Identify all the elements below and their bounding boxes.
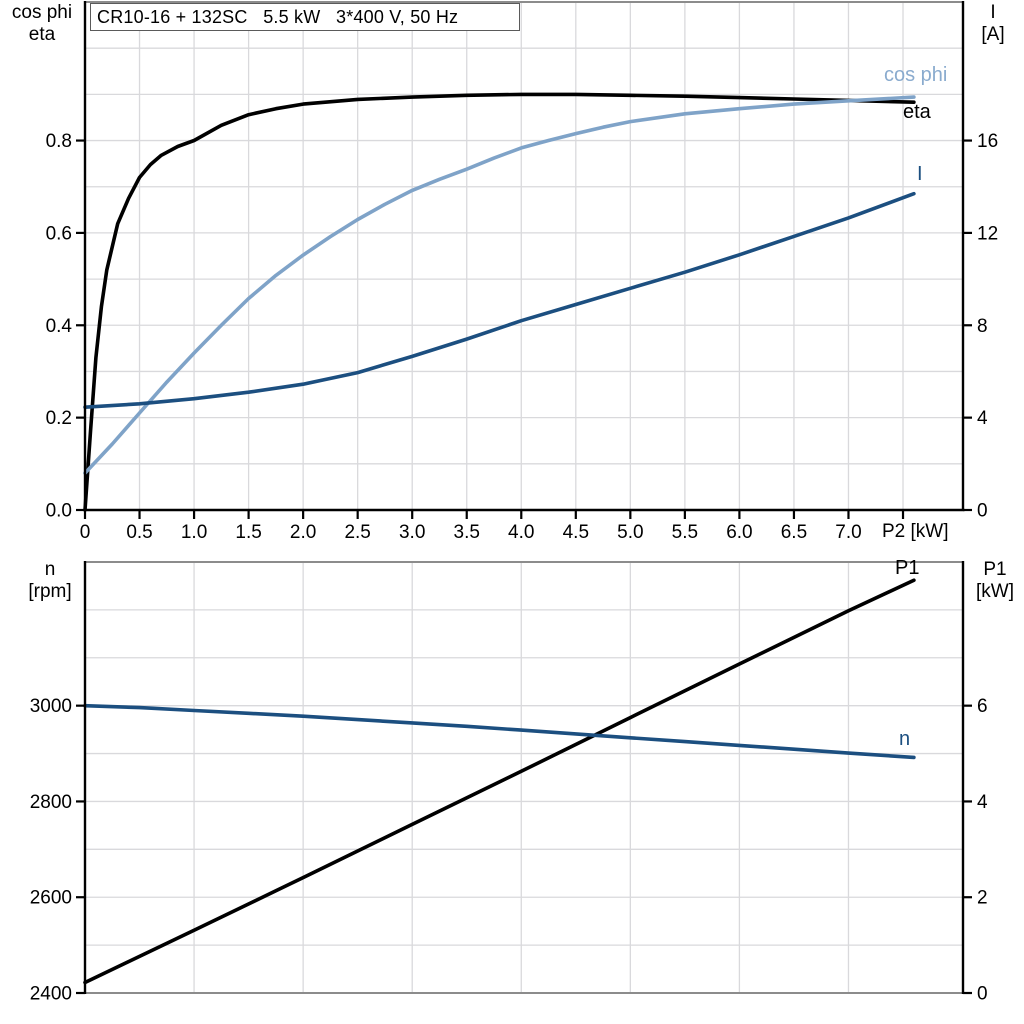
x-tick-label: 0.5 — [126, 522, 152, 543]
series-cos-phi — [83, 95, 916, 475]
curve-label-current: I — [917, 163, 923, 185]
x-tick-label: 4.5 — [563, 522, 589, 543]
x-tick-label: 5.5 — [672, 522, 698, 543]
x-tick-label: 0 — [80, 522, 91, 543]
p1-axis-label-line1: P1 — [983, 559, 1007, 580]
y-right-tick-label: 16 — [977, 131, 998, 152]
curve-label-p1: P1 — [895, 557, 920, 579]
y-left-tick-label: 0.8 — [46, 131, 72, 152]
y-right-tick-label: 4 — [977, 792, 988, 813]
y-right-tick-label: 2 — [977, 888, 988, 909]
series-p1 — [83, 578, 916, 985]
curve-label-n: n — [899, 728, 911, 750]
y-left-tick-label: 2600 — [30, 888, 72, 909]
series-n — [83, 703, 916, 760]
curve-label-cosphi: cos phi — [884, 64, 948, 86]
y-right-tick-label: 12 — [977, 223, 998, 244]
y-right-tick-label: 0 — [977, 984, 988, 1005]
y-left-tick-label: 0.2 — [46, 408, 72, 429]
y-right-axis-label-top-chart: I [A] — [968, 2, 1018, 46]
n-axis-label-line1: n — [44, 559, 56, 580]
x-tick-label: 6.0 — [726, 522, 752, 543]
y-left-axis-label-line1: cos phi — [11, 2, 73, 23]
x-tick-label: 2.0 — [290, 522, 316, 543]
curve-label-eta: eta — [903, 101, 931, 123]
n-axis-label-line2: [rpm] — [28, 581, 72, 602]
y-right-tick-label: 0 — [977, 501, 988, 522]
p1-axis-label-line2: [kW] — [976, 581, 1014, 602]
chart-title-box: CR10-16 + 132SC 5.5 kW 3*400 V, 50 Hz — [90, 3, 520, 31]
y-left-tick-label: 0.6 — [46, 223, 72, 244]
y-left-axis-label-bottom-chart: n [rpm] — [16, 559, 84, 603]
y-right-tick-label: 8 — [977, 316, 988, 337]
y-right-axis-label-bottom-chart: P1 [kW] — [966, 559, 1024, 603]
y-left-tick-label: 3000 — [30, 696, 72, 717]
x-tick-label: 1.5 — [235, 522, 261, 543]
x-tick-label: 3.5 — [454, 522, 480, 543]
y-right-tick-label: 6 — [977, 696, 988, 717]
y-right-axis-label-line1: I — [990, 2, 996, 23]
x-tick-label: 5.0 — [617, 522, 643, 543]
x-tick-label: 2.5 — [344, 522, 370, 543]
x-tick-label: 7.0 — [835, 522, 861, 543]
x-axis-label: P2 [kW] — [882, 521, 949, 542]
chart-title: CR10-16 + 132SC 5.5 kW 3*400 V, 50 Hz — [97, 6, 459, 27]
y-left-tick-label: 0.4 — [46, 316, 73, 337]
y-left-tick-label: 2800 — [30, 792, 72, 813]
x-tick-label: 1.0 — [181, 522, 207, 543]
x-tick-label: 3.0 — [399, 522, 425, 543]
series-eta — [83, 92, 916, 512]
y-left-tick-label: 0.0 — [46, 501, 72, 522]
x-tick-label: 4.0 — [508, 522, 534, 543]
series-i — [83, 191, 916, 409]
y-left-axis-label-line2: eta — [28, 24, 56, 45]
y-right-tick-label: 4 — [977, 408, 988, 429]
x-tick-label: 6.5 — [781, 522, 807, 543]
y-right-axis-label-line2: [A] — [981, 24, 1005, 45]
y-left-axis-label-top-chart: cos phi eta — [4, 2, 80, 46]
y-left-tick-label: 2400 — [30, 984, 72, 1005]
